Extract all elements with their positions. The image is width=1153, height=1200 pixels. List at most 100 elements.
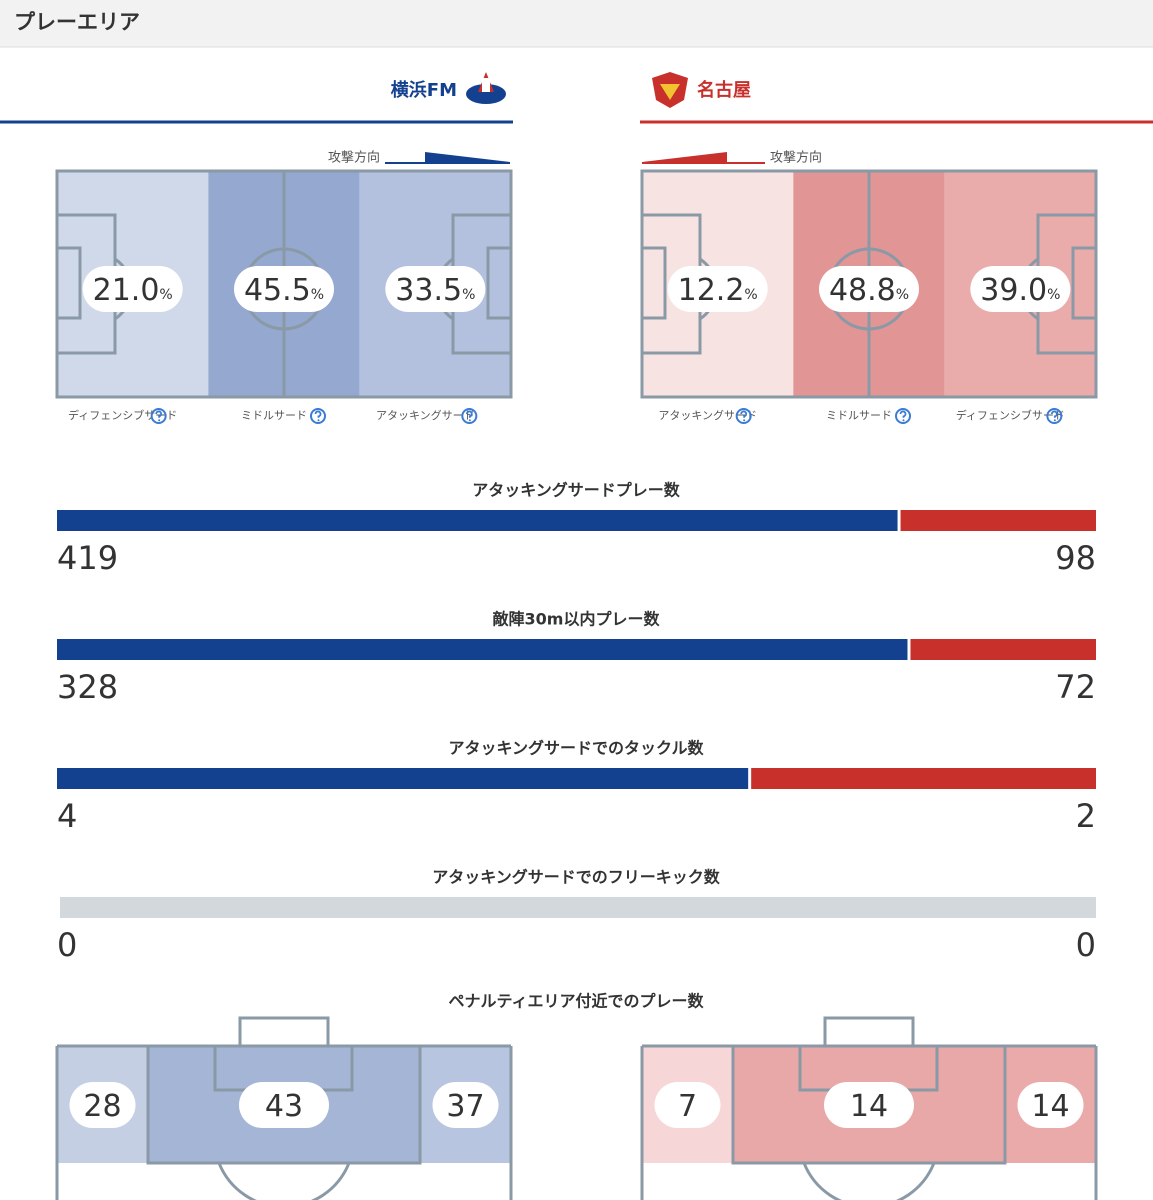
help-icon-circle <box>310 408 326 424</box>
value-number: 48.8 <box>829 273 896 308</box>
pitch-line <box>55 246 82 320</box>
pitch-line <box>802 1162 936 1200</box>
value-number: 33.5 <box>395 273 462 308</box>
bar-away <box>900 510 1096 531</box>
bar-empty <box>60 897 1096 918</box>
help-icon-circle <box>150 408 167 424</box>
help-icon-circle <box>461 408 478 424</box>
value-pill <box>824 1082 914 1128</box>
stat-title: アタッキングサードでのフリーキック数 <box>432 868 721 887</box>
stat-away-value: 98 <box>1055 539 1096 577</box>
stat-home-value: 4 <box>57 797 77 835</box>
bar-away <box>910 639 1096 660</box>
header-bar <box>0 0 1153 47</box>
value-pill <box>1017 1082 1084 1128</box>
bar-away <box>751 768 1096 789</box>
value-unit: % <box>896 287 909 303</box>
away-logo <box>652 72 688 108</box>
value-label: 7 <box>678 1089 697 1124</box>
home-logo <box>466 72 506 104</box>
value-number: 37 <box>446 1089 484 1124</box>
value-pill <box>234 266 334 312</box>
help-icon-dot <box>743 419 746 422</box>
value-label: 37 <box>446 1089 484 1124</box>
help-icon-mark <box>1050 410 1058 418</box>
help-icon-mark <box>314 410 322 418</box>
pitch-line <box>486 246 513 320</box>
value-unit: % <box>159 287 172 303</box>
pitch-line <box>1071 246 1098 320</box>
help-icon <box>150 408 167 424</box>
help-icon-mark <box>465 410 473 418</box>
help-icon-circle <box>1046 408 1063 424</box>
help-icon-mark <box>899 410 907 418</box>
away-team-name: 名古屋 <box>697 79 751 101</box>
value-label: 14 <box>1031 1089 1069 1124</box>
value-pill <box>667 266 768 312</box>
stat-away-value: 2 <box>1076 797 1096 835</box>
value-pill <box>432 1082 499 1128</box>
pitch-line <box>217 1162 351 1200</box>
help-icon-dot <box>902 419 905 422</box>
value-number: 28 <box>83 1089 121 1124</box>
value-label: 12.2% <box>678 273 758 308</box>
stat-home-value: 419 <box>57 539 118 577</box>
value-pill <box>239 1082 329 1128</box>
value-pill <box>970 266 1071 312</box>
value-label: 43 <box>265 1089 303 1124</box>
direction-arrow <box>642 152 765 164</box>
value-number: 14 <box>850 1089 888 1124</box>
value-pill <box>654 1082 721 1128</box>
help-icon-dot <box>158 419 161 422</box>
value-label: 48.8% <box>829 273 909 308</box>
zone-name: アタッキングサード <box>376 408 475 422</box>
stat-home-value: 328 <box>57 668 118 706</box>
value-number: 45.5 <box>244 273 311 308</box>
value-label: 14 <box>850 1089 888 1124</box>
help-icon-mark <box>155 410 163 418</box>
direction-label: 攻撃方向 <box>328 150 380 166</box>
value-label: 33.5% <box>395 273 475 308</box>
stat-away-value: 0 <box>1076 926 1096 964</box>
bar-home <box>57 768 749 789</box>
value-label: 21.0% <box>93 273 173 308</box>
value-label: 45.5% <box>244 273 324 308</box>
value-unit: % <box>1047 287 1060 303</box>
help-icon-dot <box>317 419 320 422</box>
value-label: 39.0% <box>980 273 1060 308</box>
value-pill <box>82 266 183 312</box>
value-pill <box>69 1082 136 1128</box>
stat-home-value: 0 <box>57 926 77 964</box>
bar-home <box>57 639 908 660</box>
zone-name: ミドルサード <box>826 409 892 422</box>
pitch-line <box>823 1016 915 1048</box>
help-icon-mark <box>740 410 748 418</box>
pitch-line <box>238 1016 330 1048</box>
value-number: 39.0 <box>980 273 1047 308</box>
zone-name: ディフェンシブサード <box>956 408 1065 422</box>
value-unit: % <box>462 287 475 303</box>
value-number: 14 <box>1031 1089 1069 1124</box>
value-number: 7 <box>678 1089 697 1124</box>
stat-title: アタッキングサードプレー数 <box>472 481 681 500</box>
help-icon <box>310 408 326 424</box>
pitch-line <box>640 246 667 320</box>
zone-name: アタッキングサード <box>658 408 757 422</box>
home-team-name: 横浜FM <box>391 79 457 101</box>
zone-name: ディフェンシブサード <box>68 408 177 422</box>
value-pill <box>385 266 486 312</box>
stat-title: アタッキングサードでのタックル数 <box>448 739 704 758</box>
help-icon-circle <box>735 408 752 424</box>
help-icon <box>735 408 752 424</box>
help-icon <box>461 408 478 424</box>
value-number: 21.0 <box>93 273 160 308</box>
bar-home <box>57 510 898 531</box>
help-icon-dot <box>1053 419 1056 422</box>
zone-name: ミドルサード <box>241 409 307 422</box>
direction-arrow <box>385 152 510 164</box>
value-unit: % <box>744 287 757 303</box>
value-unit: % <box>311 287 324 303</box>
header-title: プレーエリア <box>14 10 140 34</box>
stat-title: 敵陣30m以内プレー数 <box>493 610 661 629</box>
